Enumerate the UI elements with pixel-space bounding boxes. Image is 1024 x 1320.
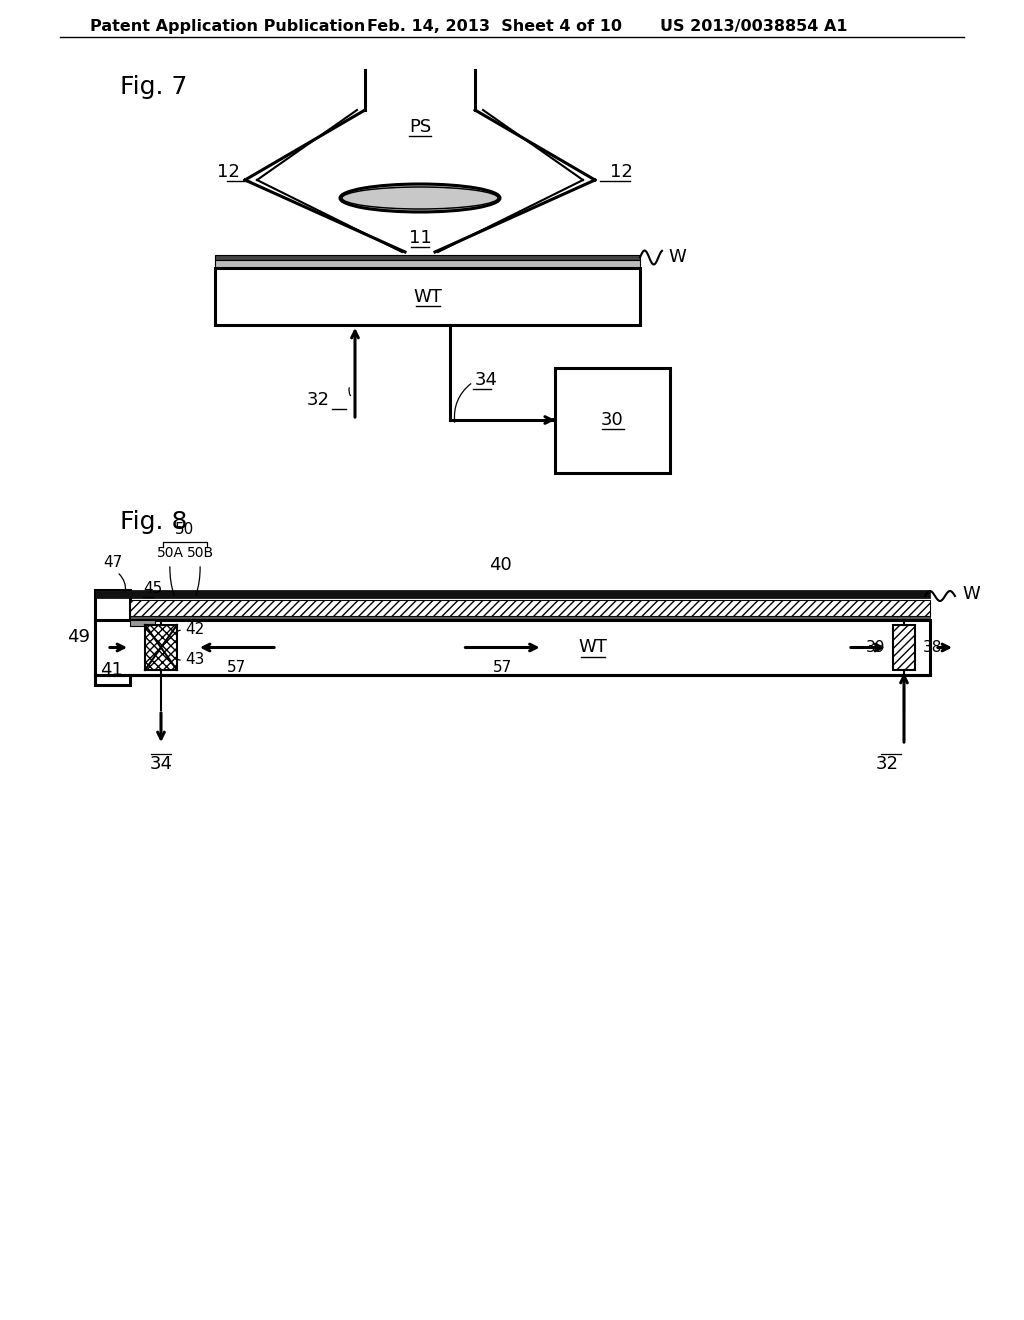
Text: US 2013/0038854 A1: US 2013/0038854 A1 — [660, 18, 848, 34]
Text: 12: 12 — [610, 162, 633, 181]
Text: 47: 47 — [103, 554, 123, 570]
Text: 40: 40 — [488, 556, 511, 574]
Bar — [130, 620, 155, 626]
Text: PS: PS — [409, 117, 431, 136]
Text: 45: 45 — [143, 581, 162, 597]
Text: W: W — [962, 585, 980, 603]
Bar — [95, 620, 930, 675]
Text: 50B: 50B — [186, 546, 214, 560]
Text: 32: 32 — [876, 755, 899, 774]
Text: 39: 39 — [865, 640, 885, 655]
Text: 57: 57 — [493, 660, 512, 675]
Text: Feb. 14, 2013  Sheet 4 of 10: Feb. 14, 2013 Sheet 4 of 10 — [367, 18, 622, 34]
Bar — [130, 601, 930, 616]
Text: Patent Application Publication: Patent Application Publication — [90, 18, 366, 34]
Bar — [215, 255, 640, 260]
Text: 49: 49 — [67, 628, 90, 647]
Text: WT: WT — [579, 639, 607, 656]
Text: 41: 41 — [100, 661, 123, 678]
Text: 43: 43 — [185, 652, 205, 668]
Bar — [555, 367, 670, 473]
Text: Fig. 8: Fig. 8 — [120, 510, 187, 535]
Text: 34: 34 — [150, 755, 172, 774]
Text: WT: WT — [413, 288, 442, 305]
Ellipse shape — [340, 183, 500, 213]
Text: 42: 42 — [185, 623, 204, 638]
Text: W: W — [668, 248, 686, 267]
Bar — [893, 624, 915, 671]
Text: 11: 11 — [409, 228, 431, 247]
Text: 57: 57 — [227, 660, 247, 675]
Text: Fig. 7: Fig. 7 — [120, 75, 187, 99]
Text: 34: 34 — [475, 371, 498, 389]
Bar — [130, 616, 930, 620]
Bar — [95, 590, 930, 598]
Text: 50A: 50A — [157, 546, 183, 560]
Text: 50: 50 — [175, 521, 195, 537]
Bar — [215, 268, 640, 325]
Text: 12: 12 — [217, 162, 240, 181]
Text: 32: 32 — [307, 391, 330, 409]
Text: 30: 30 — [601, 411, 624, 429]
Bar — [145, 624, 177, 671]
Text: 38: 38 — [923, 640, 942, 655]
Bar — [95, 590, 130, 685]
Bar — [215, 260, 640, 268]
